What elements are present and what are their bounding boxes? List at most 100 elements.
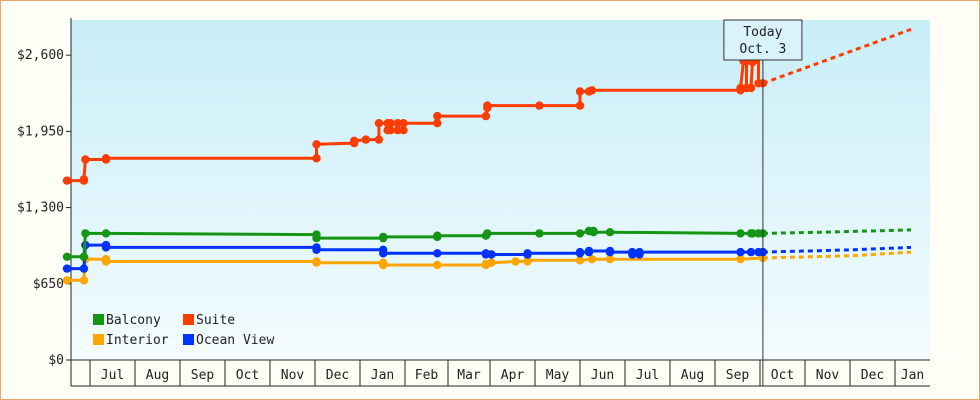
y-tick-label: $0: [48, 353, 64, 368]
legend-item-ocean-view: Ocean View: [183, 333, 274, 348]
data-point-interior: [101, 257, 111, 266]
data-point-ocean-view: [79, 264, 89, 273]
data-point-suite: [483, 101, 492, 110]
data-point-interior: [487, 258, 496, 267]
data-point-interior: [511, 257, 520, 266]
series-forecast-balcony: [762, 228, 912, 235]
data-point-ocean-view: [635, 247, 644, 257]
data-point-interior: [79, 276, 89, 285]
today-label: Today: [743, 25, 782, 40]
plot-area: [71, 20, 930, 360]
legend-item-balcony: Balcony: [93, 313, 161, 328]
data-point-suite: [312, 154, 321, 163]
data-point-suite: [433, 119, 442, 128]
data-point-ocean-view: [523, 249, 532, 258]
data-point-suite: [399, 126, 408, 135]
data-point-suite: [587, 86, 597, 95]
x-axis: Jul Aug Sep Oct Nov Dec Jan Feb Mar Apr May Jun Jul A…: [71, 359, 930, 387]
data-point-suite: [575, 101, 585, 110]
x-tick-label: Sep: [726, 368, 750, 383]
data-point-suite: [386, 126, 395, 135]
data-point-interior: [379, 260, 388, 270]
y-tick-label: $1,950: [17, 124, 64, 139]
x-tick-label: Mar: [457, 368, 481, 383]
x-tick-label: Jun: [591, 368, 614, 383]
legend-swatch-ocean-view: [183, 334, 194, 345]
data-point-suite: [374, 119, 384, 128]
data-point-balcony: [62, 252, 72, 261]
legend-label-ocean-view: Ocean View: [196, 333, 274, 348]
data-point-suite: [575, 87, 585, 96]
x-tick-label: Jul: [636, 368, 659, 383]
x-tick-label: Jan: [371, 368, 394, 383]
data-point-ocean-view: [605, 247, 615, 257]
x-tick-label: Oct: [236, 368, 259, 383]
data-point-suite: [81, 155, 90, 164]
x-tick-label: Nov: [816, 368, 840, 383]
x-tick-label: Dec: [326, 368, 349, 383]
data-point-ocean-view: [379, 249, 388, 258]
data-point-suite: [101, 154, 111, 163]
data-point-balcony: [79, 252, 89, 261]
data-point-balcony: [605, 228, 615, 237]
legend-label-balcony: Balcony: [106, 313, 161, 328]
today-date: Oct. 3: [739, 42, 786, 57]
data-point-interior: [312, 258, 321, 267]
x-tick-label: Dec: [861, 368, 884, 383]
y-axis: $0 $650 $1,300 $1,950 $2,600: [17, 18, 72, 386]
legend-label-suite: Suite: [196, 313, 235, 328]
legend-swatch-balcony: [93, 314, 104, 325]
data-point-suite: [361, 135, 370, 144]
data-point-suite: [79, 175, 89, 184]
data-point-balcony: [589, 228, 598, 237]
data-point-balcony: [483, 229, 492, 238]
x-tick-label: Aug: [681, 368, 704, 383]
data-point-interior: [605, 255, 615, 264]
data-point-interior: [736, 255, 745, 264]
legend: Balcony Suite Interior Ocean View: [93, 313, 274, 348]
data-point-interior: [62, 276, 72, 285]
data-point-ocean-view: [575, 247, 585, 257]
series-forecast-ocean-view: [762, 245, 912, 254]
data-point-suite: [746, 83, 756, 93]
data-point-suite: [386, 119, 395, 128]
data-point-ocean-view: [584, 246, 594, 256]
x-tick-label: Jul: [101, 368, 124, 383]
data-point-interior: [587, 255, 597, 264]
data-point-suite: [393, 119, 402, 128]
y-tick-label: $1,300: [17, 201, 64, 216]
data-point-suite: [374, 135, 384, 144]
data-point-ocean-view: [312, 245, 321, 254]
data-point-balcony: [433, 231, 442, 240]
data-point-ocean-view: [628, 250, 637, 259]
legend-swatch-suite: [183, 314, 194, 325]
data-point-suite: [350, 136, 359, 145]
series-balcony: [62, 226, 912, 261]
data-point-ocean-view: [62, 264, 72, 273]
data-point-ocean-view: [736, 247, 745, 257]
series-layer: [62, 27, 912, 285]
data-point-interior: [433, 260, 442, 270]
x-tick-label: Aug: [146, 368, 169, 383]
data-point-balcony: [379, 232, 388, 242]
data-point-suite: [62, 176, 72, 185]
x-tick-label: Feb: [415, 368, 439, 383]
data-point-balcony: [81, 229, 90, 238]
data-point-balcony: [748, 229, 757, 238]
data-point-balcony: [535, 229, 544, 238]
data-point-suite: [736, 83, 745, 93]
series-forecast-interior: [762, 250, 912, 260]
x-tick-label: Nov: [281, 368, 305, 383]
data-point-balcony: [736, 229, 745, 238]
legend-swatch-interior: [93, 334, 104, 345]
data-point-balcony: [101, 229, 111, 238]
data-point-balcony: [312, 233, 321, 243]
data-point-interior: [575, 256, 585, 265]
today-box: [723, 19, 803, 61]
data-point-balcony: [575, 229, 585, 238]
data-point-suite: [399, 119, 408, 128]
data-point-suite: [393, 126, 402, 135]
legend-item-interior: Interior: [93, 333, 169, 348]
x-tick-label: Sep: [191, 368, 215, 383]
